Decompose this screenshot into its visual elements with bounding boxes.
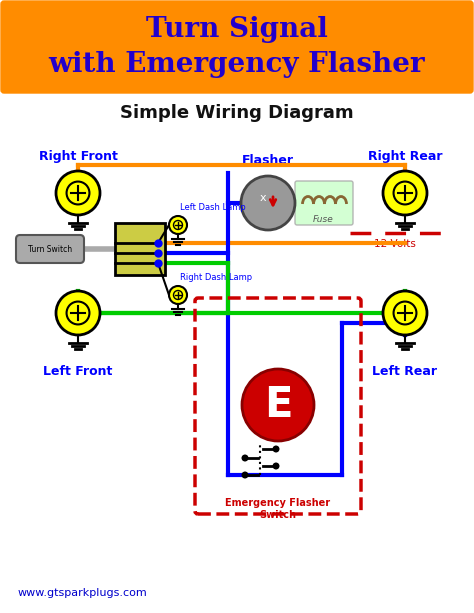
Circle shape [241,454,248,462]
Text: Fuse: Fuse [313,215,333,224]
Text: Right Rear: Right Rear [368,150,442,163]
Text: Turn Signal
with Emergency Flasher: Turn Signal with Emergency Flasher [49,17,425,78]
Text: Right Dash Lamp: Right Dash Lamp [180,273,252,282]
FancyBboxPatch shape [1,1,473,93]
Circle shape [273,446,280,452]
Circle shape [169,216,187,234]
FancyBboxPatch shape [295,181,353,225]
Text: 12 Volts: 12 Volts [374,239,416,249]
FancyBboxPatch shape [16,235,84,263]
Text: Simple Wiring Diagram: Simple Wiring Diagram [120,104,354,122]
Text: Emergency Flasher
Switch: Emergency Flasher Switch [226,498,330,520]
Circle shape [241,176,295,230]
Circle shape [242,369,314,441]
Circle shape [56,291,100,335]
Text: Flasher: Flasher [242,154,294,167]
FancyBboxPatch shape [115,223,165,275]
Circle shape [56,171,100,215]
Text: E: E [264,384,292,426]
Circle shape [383,171,427,215]
Circle shape [241,471,248,479]
Circle shape [169,286,187,304]
Text: www.gtsparkplugs.com: www.gtsparkplugs.com [18,588,148,598]
Text: Right Front: Right Front [38,150,118,163]
Text: Left Dash Lamp: Left Dash Lamp [180,203,246,212]
Text: Turn Switch: Turn Switch [28,245,72,254]
Text: Left Rear: Left Rear [373,365,438,378]
Circle shape [383,291,427,335]
Text: Left Front: Left Front [43,365,113,378]
Circle shape [273,462,280,470]
Text: x: x [260,193,266,203]
